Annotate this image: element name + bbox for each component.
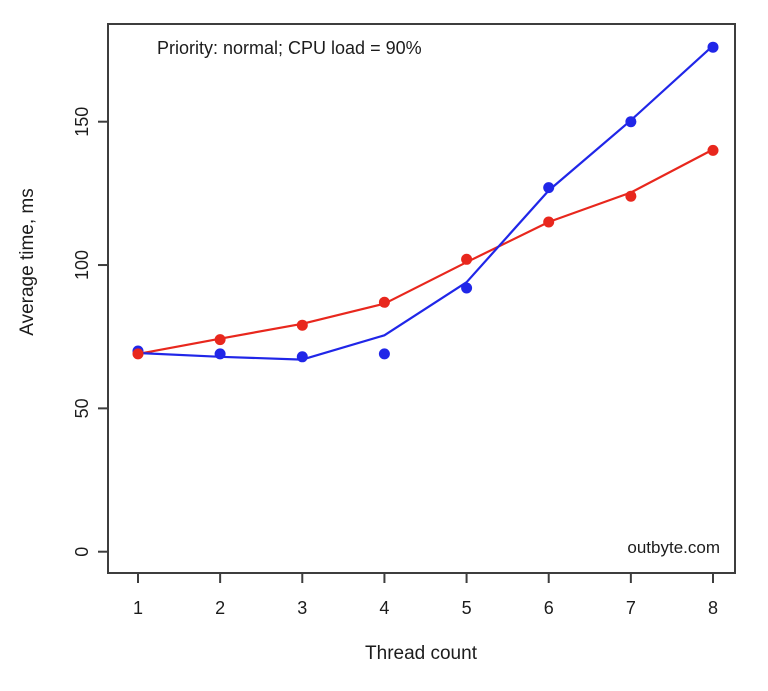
- axis-ticks: 1 2 3 4 5 6 7 8 0 50 100 150: [72, 107, 718, 618]
- x-tick-label: 6: [544, 598, 554, 618]
- blue-series-trend-line: [136, 44, 715, 361]
- x-tick-label: 7: [626, 598, 636, 618]
- x-axis-label: Thread count: [365, 643, 478, 664]
- x-tick-label: 2: [215, 598, 225, 618]
- plot-border: [107, 23, 736, 574]
- red-series-point: [625, 190, 637, 202]
- red-series-point: [296, 319, 308, 331]
- x-tick-label: 1: [133, 598, 143, 618]
- red-series-trend-line: [136, 148, 715, 355]
- red-series-point: [707, 144, 719, 156]
- y-axis-label: Average time, ms: [17, 188, 38, 335]
- x-tick-label: 3: [297, 598, 307, 618]
- blue-series-point: [214, 348, 226, 360]
- x-tick-label: 4: [379, 598, 389, 618]
- blue-series-point: [296, 351, 308, 363]
- plot-annotation: Priority: normal; CPU load = 90%: [157, 38, 422, 58]
- x-tick-label: 8: [708, 598, 718, 618]
- trend-lines: [136, 44, 715, 361]
- watermark-text: outbyte.com: [627, 538, 720, 557]
- y-tick-label: 0: [72, 547, 92, 557]
- data-points: [132, 41, 719, 363]
- y-tick-label: 100: [72, 250, 92, 280]
- blue-series-point: [543, 182, 555, 194]
- red-series-point: [543, 216, 555, 228]
- x-tick-label: 5: [462, 598, 472, 618]
- red-series-point: [461, 253, 473, 265]
- blue-series-point: [461, 282, 473, 294]
- red-series-point: [132, 348, 144, 360]
- blue-series-point: [378, 348, 390, 360]
- red-series-point: [378, 296, 390, 308]
- blue-series-point: [625, 116, 637, 128]
- y-tick-label: 50: [72, 398, 92, 418]
- red-series-point: [214, 334, 226, 346]
- blue-series-point: [707, 41, 719, 53]
- y-tick-label: 150: [72, 107, 92, 137]
